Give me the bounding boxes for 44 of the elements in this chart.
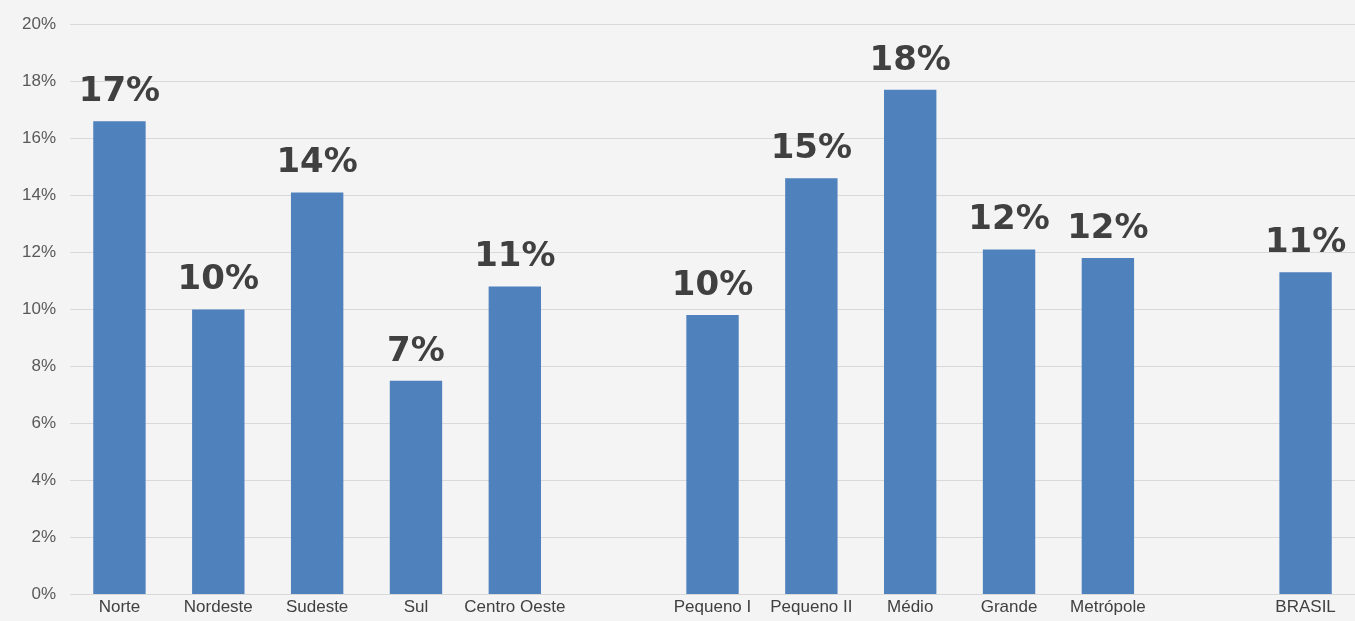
data-label: 12% <box>1067 205 1149 246</box>
bar <box>884 89 937 595</box>
bar <box>488 286 542 595</box>
bar <box>192 309 245 595</box>
bar <box>290 192 344 595</box>
data-label: 14% <box>276 140 358 181</box>
y-tick-label: 20% <box>21 13 57 33</box>
data-label: 15% <box>770 126 853 167</box>
bar <box>1279 272 1332 595</box>
bar <box>686 315 739 595</box>
y-tick-label: 4% <box>31 470 57 490</box>
y-tick-label: 6% <box>31 413 57 433</box>
x-tick-label: Norte <box>98 597 141 617</box>
y-tick-label: 18% <box>21 70 57 90</box>
x-tick-label: Metrópole <box>1070 597 1146 617</box>
y-tick-label: 12% <box>21 242 57 262</box>
y-tick-label: 2% <box>31 527 57 547</box>
data-label: 11% <box>1264 220 1347 261</box>
bar <box>389 380 443 595</box>
data-label: 7% <box>387 328 445 369</box>
data-label: 10% <box>177 257 259 298</box>
x-tick-label: Nordeste <box>183 597 253 617</box>
x-tick-label: Grande <box>980 597 1038 617</box>
data-label: 10% <box>671 262 754 303</box>
x-tick-label: Sul <box>403 597 429 617</box>
bar <box>1081 258 1135 595</box>
x-tick-label: Médio <box>887 597 934 617</box>
data-label: 11% <box>474 234 556 275</box>
x-tick-label: Pequeno I <box>673 597 752 617</box>
y-tick-label: 8% <box>31 356 57 376</box>
x-tick-label: Pequeno II <box>770 597 853 617</box>
y-tick-label: 0% <box>31 584 57 604</box>
bar <box>785 178 838 595</box>
y-tick-label: 10% <box>21 299 57 319</box>
x-tick-label: Centro Oeste <box>464 597 566 617</box>
x-tick-label: BRASIL <box>1275 597 1336 617</box>
bar <box>982 249 1036 595</box>
y-tick-label: 16% <box>21 127 57 147</box>
data-label: 17% <box>78 69 161 109</box>
x-tick-label: Sudeste <box>285 597 349 617</box>
data-label: 12% <box>968 197 1050 238</box>
data-label: 18% <box>869 37 951 78</box>
y-tick-label: 14% <box>21 185 57 205</box>
bar <box>93 121 146 595</box>
